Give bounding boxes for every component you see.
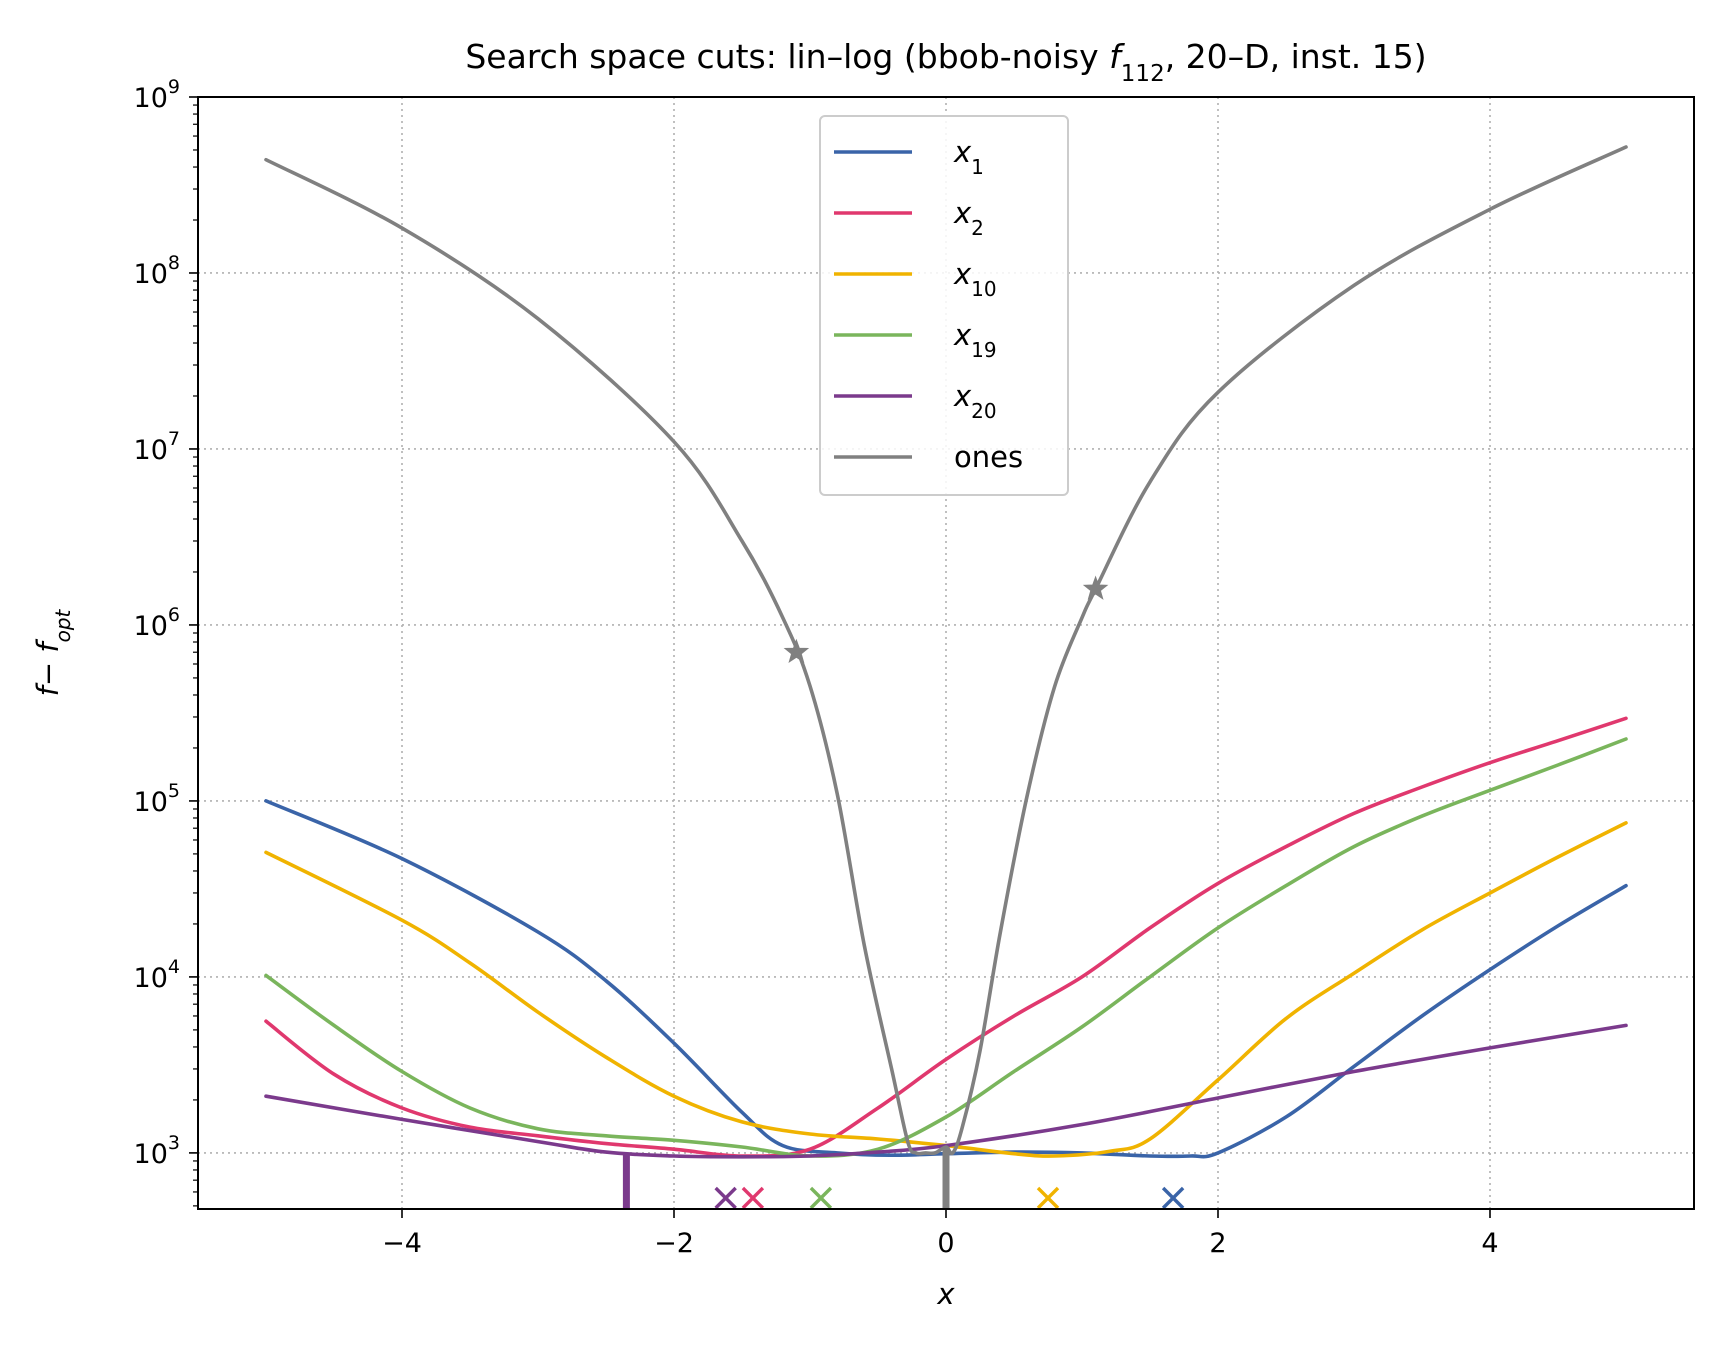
y-tick-base: 10 xyxy=(134,259,168,290)
y-tick-label: 103 xyxy=(134,1132,180,1170)
x-axis-label: x xyxy=(936,1277,955,1311)
legend-label: x19 xyxy=(953,318,997,362)
series-line-4 xyxy=(264,1023,1628,1159)
y-tick-exponent: 3 xyxy=(168,1132,180,1154)
y-tick-exponent: 4 xyxy=(168,956,180,978)
x-tick-label: −2 xyxy=(654,1228,694,1259)
series-line-1 xyxy=(264,716,1628,1158)
y-tick-exponent: 5 xyxy=(168,780,180,802)
x-tick-label: 0 xyxy=(937,1228,954,1259)
y-tick-label: 105 xyxy=(134,780,180,818)
star-marker xyxy=(783,638,810,664)
y-tick-exponent: 9 xyxy=(168,76,180,98)
y-tick-exponent: 6 xyxy=(168,604,180,626)
x-tick-label: 2 xyxy=(1209,1228,1226,1259)
legend-label: x10 xyxy=(953,257,997,301)
legend-entry: x2 xyxy=(834,196,984,240)
x-marker-stroke xyxy=(714,1186,737,1210)
legend-label-main: x xyxy=(953,318,972,352)
y-tick-base: 10 xyxy=(134,963,168,994)
legend-label-main: x xyxy=(953,135,972,169)
legend-entry: x10 xyxy=(834,257,997,301)
y-tick-exponent: 7 xyxy=(168,428,180,450)
y-tick-label: 108 xyxy=(134,252,180,290)
legend-entry: x1 xyxy=(834,135,984,179)
star-marker xyxy=(1082,575,1109,600)
chart-title: Search space cuts: lin–log (bbob-noisy f… xyxy=(465,37,1426,87)
x-marker-stroke xyxy=(809,1186,833,1210)
legend-entry: x19 xyxy=(834,318,997,362)
y-tick-label: 109 xyxy=(134,76,180,114)
legend-label: ones xyxy=(954,440,1023,474)
x-marker-stroke xyxy=(1036,1186,1060,1210)
legend-label-main: x xyxy=(953,379,972,413)
y-tick-base: 10 xyxy=(134,611,168,642)
legend-label: x1 xyxy=(953,135,984,179)
y-tick-label: 106 xyxy=(134,604,180,642)
y-tick-label: 104 xyxy=(134,956,180,994)
x-marker-stroke xyxy=(741,1186,765,1210)
legend-label-main: x xyxy=(953,257,972,291)
legend-label-sub: 1 xyxy=(971,155,984,179)
legend-label-sub: 2 xyxy=(971,216,984,240)
y-tick-exponent: 8 xyxy=(168,252,180,274)
x-tick-label: −4 xyxy=(382,1228,422,1259)
series-line-5 xyxy=(264,145,1628,1156)
plot-series xyxy=(264,145,1628,1210)
legend-label-main: x xyxy=(953,196,972,230)
legend-label-sub: 19 xyxy=(971,338,996,362)
series-x-marker-0 xyxy=(1161,1186,1185,1210)
series-x-marker-4 xyxy=(714,1186,737,1210)
y-tick-base: 10 xyxy=(134,787,168,818)
x-tick-label: 4 xyxy=(1481,1228,1498,1259)
legend-label-sub: 10 xyxy=(971,277,996,301)
legend-entry: ones xyxy=(834,440,1023,474)
legend-entry: x20 xyxy=(834,379,997,423)
y-tick-base: 10 xyxy=(134,83,168,114)
legend-label-main: ones xyxy=(954,440,1023,474)
x-marker-stroke xyxy=(1161,1186,1185,1210)
legend-label-sub: 20 xyxy=(971,399,996,423)
y-tick-label: 107 xyxy=(134,428,180,466)
y-axis-label: f− fopt xyxy=(31,608,75,696)
series-x-marker-2 xyxy=(1036,1186,1060,1210)
y-tick-base: 10 xyxy=(134,1139,168,1170)
series-line-3 xyxy=(264,737,1628,1158)
y-tick-base: 10 xyxy=(134,435,168,466)
series-x-marker-3 xyxy=(809,1186,833,1210)
legend-label: x20 xyxy=(953,379,997,423)
series-line-2 xyxy=(264,821,1628,1158)
legend-box xyxy=(819,115,1069,496)
series-x-marker-1 xyxy=(741,1186,765,1210)
legend-label: x2 xyxy=(953,196,984,240)
